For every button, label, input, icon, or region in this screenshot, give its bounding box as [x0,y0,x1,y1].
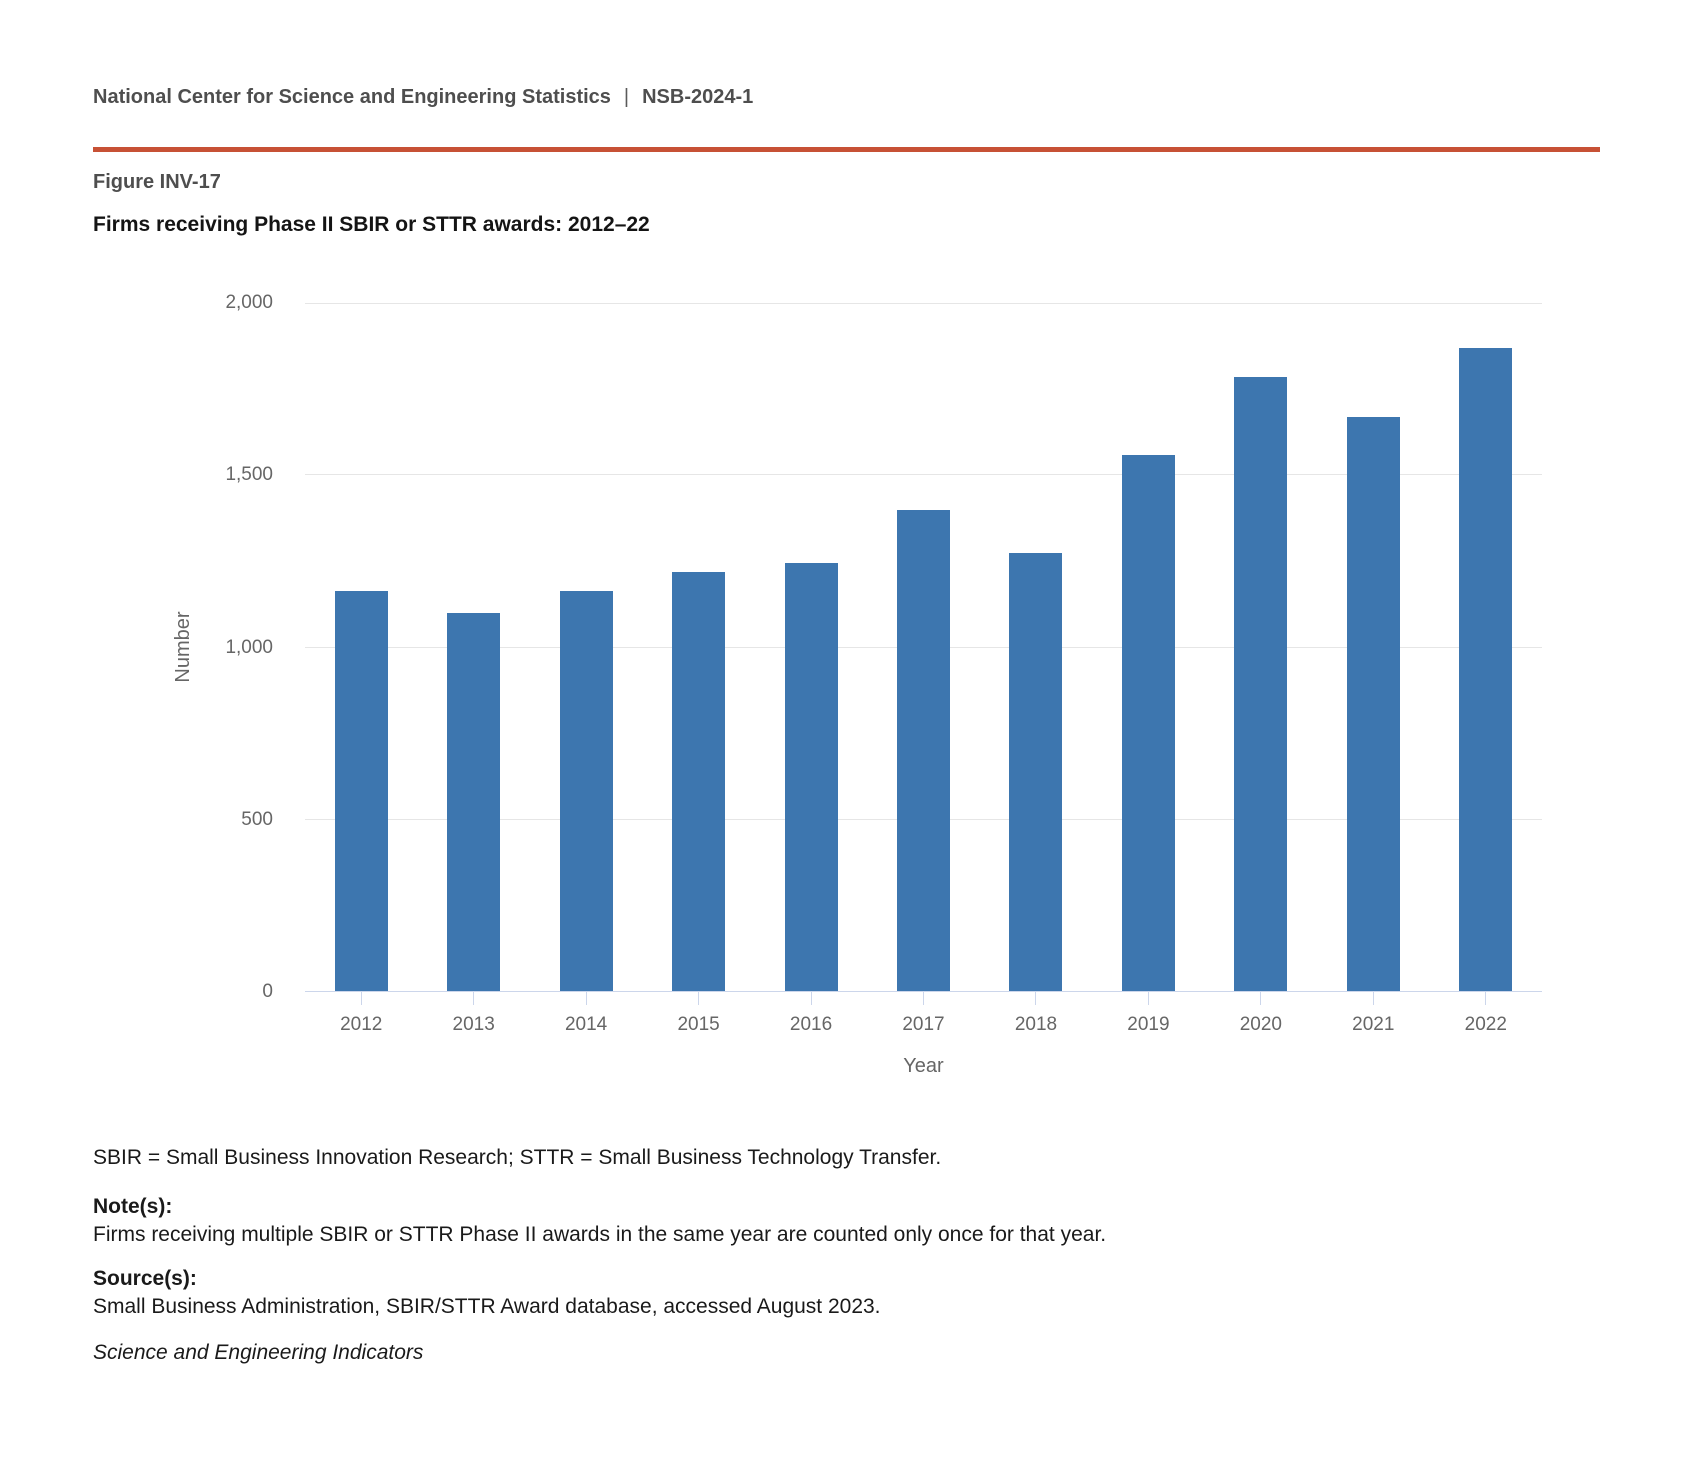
x-tick-2017 [923,992,924,1005]
x-axis-title: Year [903,1055,944,1077]
figure-label: Figure INV-17 [93,171,221,193]
figure-chart: 0 500 1,000 1,500 2,000 Number 2012 2013 2014 2… [0,292,1699,1103]
x-tick-2022 [1485,992,1487,1005]
x-tick-2016 [810,992,812,1005]
x-tick-2018 [1035,992,1037,1005]
accent-rule [93,147,1600,152]
source-text: Small Business Administration, SBIR/STTR… [93,1295,881,1318]
x-tick-label-2021: 2021 [1352,1014,1395,1035]
note-text: Firms receiving multiple SBIR or STTR Ph… [93,1223,1107,1246]
bar-2019 [1121,455,1175,992]
y-tick-label-0: 0 [262,981,273,1002]
bar-2013 [447,613,501,992]
x-tick-2012 [360,992,362,1005]
note-label: Note(s): [93,1195,173,1218]
header-separator: | [623,86,630,108]
x-tick-label-2016: 2016 [789,1014,833,1035]
gridline-2000 [305,303,1542,304]
figure-title: Firms receiving Phase II SBIR or STTR aw… [93,213,650,236]
x-tick-2014 [585,992,587,1005]
x-tick-2019 [1147,992,1149,1005]
x-tick-label-2020: 2020 [1239,1014,1282,1035]
y-tick-label-2000: 2,000 [225,292,273,313]
bar-2016 [784,563,838,992]
x-tick-2020 [1260,992,1262,1005]
bar-2020 [1234,377,1288,992]
bar-2014 [559,591,613,992]
bar-2022 [1459,348,1513,992]
x-tick-label-2017: 2017 [902,1014,945,1035]
y-tick-label-1500: 1,500 [225,464,273,486]
attribution: Science and Engineering Indicators [93,1341,424,1364]
x-tick-2021 [1372,992,1374,1005]
bar-2015 [672,572,726,992]
y-axis-labels: 0 500 1,000 1,500 2,000 [0,292,273,1002]
page-header: National Center for Science and Engineer… [93,85,753,109]
x-tick-label-2013: 2013 [452,1014,495,1035]
bar-2017 [897,510,950,992]
x-axis-line [305,991,1542,992]
bar-2012 [334,591,388,992]
x-tick-2015 [698,992,700,1005]
x-tick-label-2012: 2012 [340,1014,383,1035]
gridline-1500 [305,474,1542,476]
x-tick-2013 [473,992,475,1005]
bar-2018 [1009,553,1063,992]
source-label: Source(s): [93,1267,197,1290]
abbreviation-note: SBIR = Small Business Innovation Researc… [93,1146,942,1169]
header-report-id: NSB-2024-1 [642,86,754,108]
x-tick-label-2022: 2022 [1464,1014,1507,1035]
x-tick-label-2014: 2014 [564,1014,608,1035]
header-org: National Center for Science and Engineer… [93,86,611,108]
bar-2021 [1346,417,1400,992]
x-tick-label-2019: 2019 [1127,1014,1170,1035]
plot-area: 2012 2013 2014 2015 2016 2017 2018 2019 2020 2021… [305,303,1542,1035]
x-tick-label-2015: 2015 [677,1014,720,1035]
y-axis-title: Number [172,611,194,683]
y-tick-label-1000: 1,000 [225,636,273,658]
x-tick-label-2018: 2018 [1014,1014,1058,1035]
y-tick-label-500: 500 [241,808,273,830]
